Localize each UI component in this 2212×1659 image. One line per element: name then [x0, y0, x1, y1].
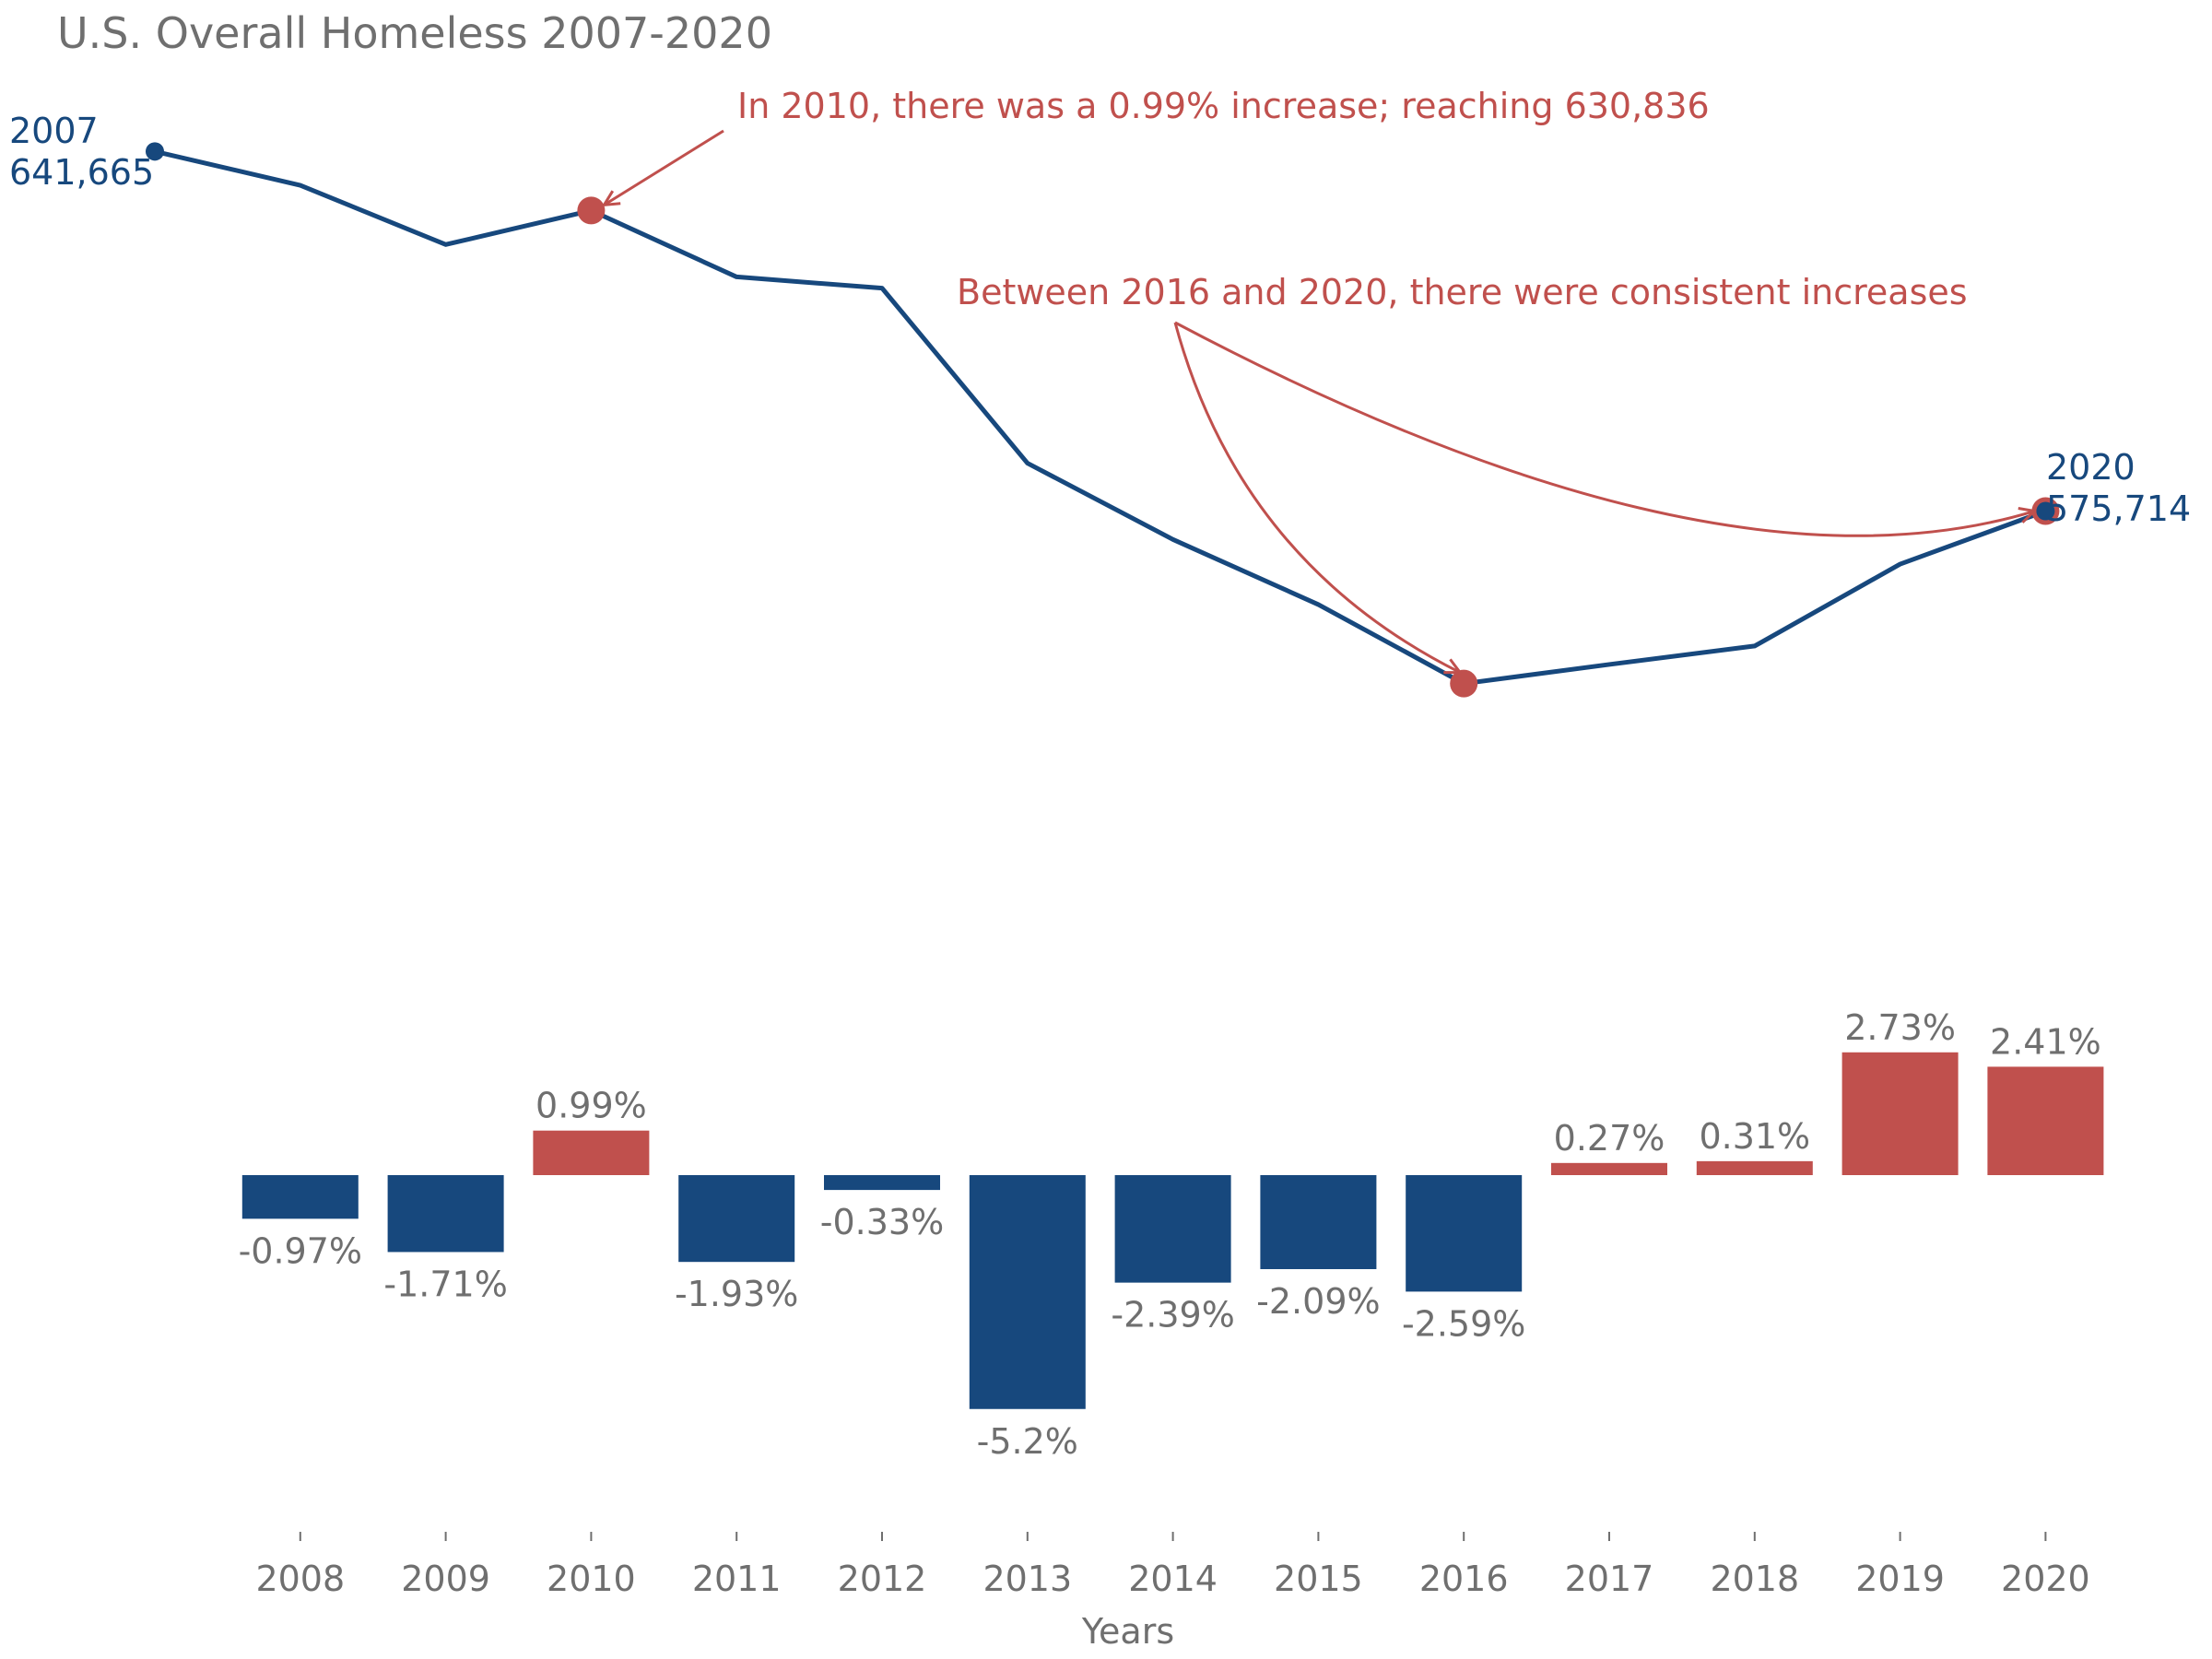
arrow-2010: [604, 129, 724, 205]
bar-2008: [241, 1175, 359, 1219]
bar-value-label: -0.33%: [820, 1202, 944, 1242]
bar-value-label: -0.97%: [239, 1230, 362, 1271]
bar-2015: [1260, 1175, 1377, 1269]
annotation-2010: In 2010, there was a 0.99% increase; rea…: [737, 86, 1710, 126]
x-tick-label: 2014: [1128, 1559, 1218, 1599]
bar-2020: [1987, 1066, 2104, 1175]
homeless-line: [154, 148, 2047, 687]
bar-value-label: 0.99%: [535, 1086, 647, 1126]
x-tick-label: 2016: [1419, 1559, 1509, 1599]
chart-title: U.S. Overall Homeless 2007-2020: [57, 8, 772, 58]
bar-2010: [533, 1130, 650, 1175]
bar-chart: -0.97% -1.71% 0.99% -1.93% -0.33% -5.2% -2.39%…: [239, 1007, 2104, 1462]
bar-2018: [1696, 1160, 1813, 1175]
bar-2011: [678, 1175, 795, 1263]
bar-value-label: -2.59%: [1402, 1303, 1525, 1344]
bar-value-label: 2.73%: [1844, 1007, 1956, 1048]
start-value-label: 641,665: [9, 152, 154, 193]
bar-value-label: -1.93%: [675, 1274, 798, 1314]
x-tick-label: 2008: [255, 1559, 345, 1599]
x-tick-label: 2015: [1274, 1559, 1363, 1599]
annotations: In 2010, there was a 0.99% increase; rea…: [604, 86, 2034, 673]
x-tick-label: 2009: [401, 1559, 490, 1599]
bar-2013: [969, 1175, 1086, 1409]
x-axis: 2008 2009 2010 2011 2012 2013 2014 2015 2016 2017…: [255, 1532, 2090, 1599]
end-value-label: 575,714: [2046, 488, 2191, 529]
line-chart: [146, 142, 2060, 698]
arrow-2020: [1174, 321, 2034, 537]
bar-2009: [387, 1175, 504, 1253]
x-tick-label: 2013: [982, 1559, 1072, 1599]
x-axis-label: Years: [1081, 1611, 1174, 1652]
bar-value-label: -1.71%: [383, 1264, 507, 1304]
end-labels: 2007 641,665 2020 575,714: [9, 111, 2191, 529]
x-tick-label: 2018: [1710, 1559, 1799, 1599]
x-tick-label: 2011: [692, 1559, 782, 1599]
x-tick-label: 2019: [1855, 1559, 1945, 1599]
x-tick-label: 2017: [1565, 1559, 1654, 1599]
x-tick-label: 2010: [547, 1559, 636, 1599]
bar-2016: [1406, 1175, 1523, 1292]
bar-value-label: -2.09%: [1256, 1281, 1380, 1322]
start-year-label: 2007: [9, 111, 99, 151]
bar-value-label: -2.39%: [1111, 1295, 1234, 1335]
x-tick-label: 2020: [2001, 1559, 2090, 1599]
bar-value-label: 2.41%: [1990, 1021, 2101, 1062]
bar-2012: [824, 1175, 940, 1191]
bar-2014: [1114, 1175, 1231, 1283]
arrow-2016: [1173, 322, 1460, 673]
x-tick-label: 2012: [838, 1559, 927, 1599]
bar-value-label: -5.2%: [977, 1421, 1078, 1462]
bar-value-label: 0.31%: [1699, 1116, 1810, 1157]
endpoint-2020: [2036, 501, 2055, 521]
bar-2019: [1841, 1052, 1959, 1175]
bar-2017: [1551, 1162, 1667, 1175]
end-year-label: 2020: [2046, 447, 2136, 488]
highlight-point-2016: [1450, 669, 1478, 698]
bar-value-label: 0.27%: [1554, 1118, 1665, 1159]
annotation-2016-2020: Between 2016 and 2020, there were consis…: [957, 272, 1968, 312]
highlight-point-2010: [577, 196, 606, 225]
endpoint-2007: [146, 142, 164, 161]
